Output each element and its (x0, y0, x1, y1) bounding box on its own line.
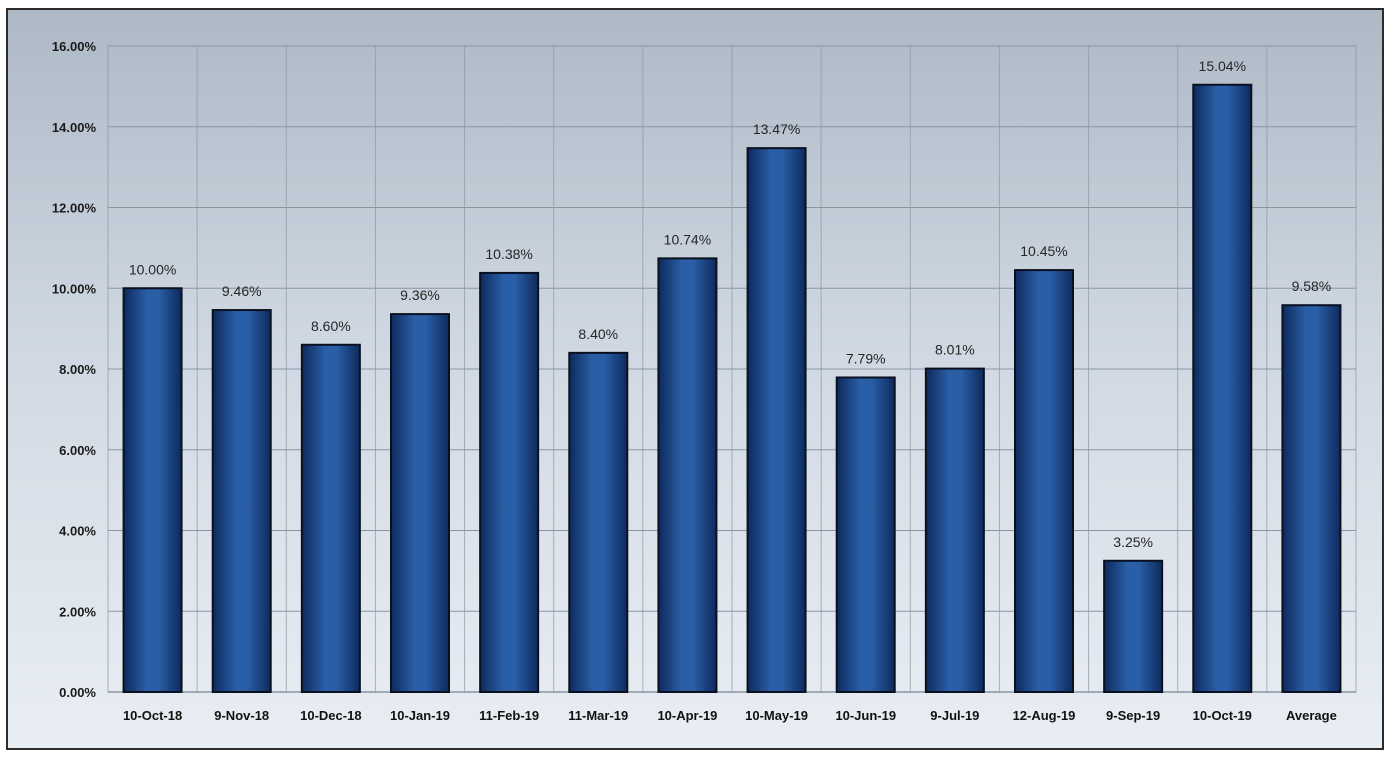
bar (1103, 559, 1164, 693)
bar (479, 271, 540, 693)
data-label: 10.38% (485, 246, 532, 262)
data-label: 9.58% (1292, 278, 1332, 294)
x-tick-label: 12-Aug-19 (1013, 708, 1076, 723)
y-tick-label: 0.00% (59, 685, 96, 700)
x-tick-label: 10-May-19 (745, 708, 808, 723)
bar (1192, 83, 1253, 693)
data-label: 8.01% (935, 342, 975, 358)
bar (300, 343, 361, 693)
chart-frame: 0.00% 2.00% 4.00% 6.00% 8.00% 10.00% 12.00% 14.… (6, 8, 1384, 750)
data-label: 10.45% (1020, 243, 1067, 259)
bar (568, 351, 629, 693)
x-tick-label: Average (1286, 708, 1337, 723)
bars (122, 83, 1342, 693)
gridlines (107, 45, 1357, 693)
bar (746, 147, 807, 693)
bar (657, 257, 718, 693)
data-labels: 10.00% 9.46% 8.60% 9.36% 10.38% 8.40% 10.74% 13… (129, 58, 1331, 550)
x-axis: 10-Oct-18 9-Nov-18 10-Dec-18 10-Jan-19 11-Fe… (123, 708, 1337, 723)
x-tick-label: 10-Apr-19 (657, 708, 717, 723)
y-tick-label: 10.00% (52, 281, 97, 296)
y-tick-label: 16.00% (52, 39, 97, 54)
data-label: 7.79% (846, 350, 886, 366)
data-label: 10.00% (129, 261, 176, 277)
x-tick-label: 10-Jan-19 (390, 708, 450, 723)
y-tick-label: 6.00% (59, 443, 96, 458)
x-tick-label: 10-Oct-19 (1193, 708, 1252, 723)
y-tick-label: 14.00% (52, 120, 97, 135)
bar (1014, 269, 1074, 693)
data-label: 9.36% (400, 287, 440, 303)
data-label: 15.04% (1199, 58, 1246, 74)
bar (390, 313, 450, 693)
x-tick-label: 10-Jun-19 (835, 708, 896, 723)
x-tick-label: 9-Jul-19 (930, 708, 979, 723)
x-tick-label: 10-Dec-18 (300, 708, 361, 723)
bar (1281, 304, 1342, 693)
x-tick-label: 11-Feb-19 (479, 708, 539, 723)
x-tick-label: 9-Nov-18 (214, 708, 269, 723)
data-label: 10.74% (664, 231, 711, 247)
y-tick-label: 12.00% (52, 201, 97, 216)
data-label: 13.47% (753, 121, 800, 137)
x-tick-label: 10-Oct-18 (123, 708, 182, 723)
y-tick-label: 8.00% (59, 362, 96, 377)
bar (924, 367, 985, 693)
x-tick-label: 11-Mar-19 (568, 708, 628, 723)
y-tick-label: 4.00% (59, 524, 96, 539)
data-label: 8.40% (578, 326, 618, 342)
data-label: 8.60% (311, 318, 351, 334)
bar (211, 309, 272, 693)
data-label: 9.46% (222, 283, 262, 299)
data-label: 3.25% (1113, 534, 1153, 550)
y-axis: 0.00% 2.00% 4.00% 6.00% 8.00% 10.00% 12.00% 14.… (52, 39, 97, 700)
bar (835, 376, 896, 693)
y-tick-label: 2.00% (59, 604, 96, 619)
x-tick-label: 9-Sep-19 (1106, 708, 1160, 723)
bar-chart: 0.00% 2.00% 4.00% 6.00% 8.00% 10.00% 12.00% 14.… (52, 39, 1357, 723)
bar (122, 287, 183, 693)
